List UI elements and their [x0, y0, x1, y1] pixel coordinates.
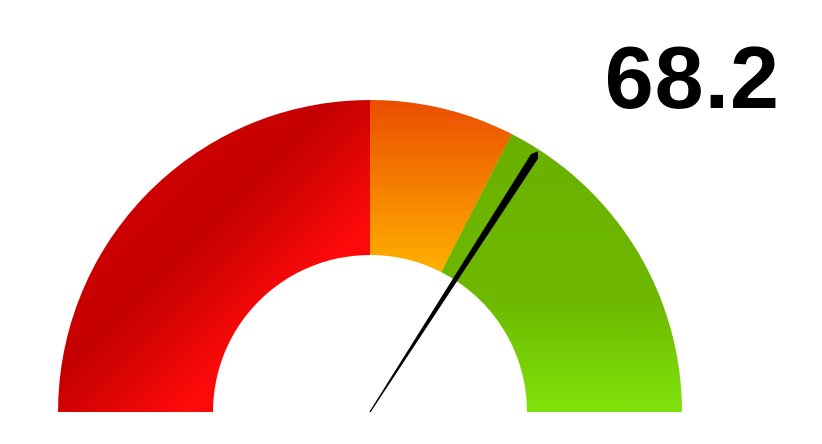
gauge-band-1: [58, 100, 370, 412]
gauge-bands: [58, 100, 682, 412]
gauge-needle-layer: [369, 151, 539, 413]
gauge-needle: [369, 151, 539, 413]
gauge-value-readout: 68.2: [604, 28, 780, 127]
gauge-band-2: [370, 100, 512, 273]
